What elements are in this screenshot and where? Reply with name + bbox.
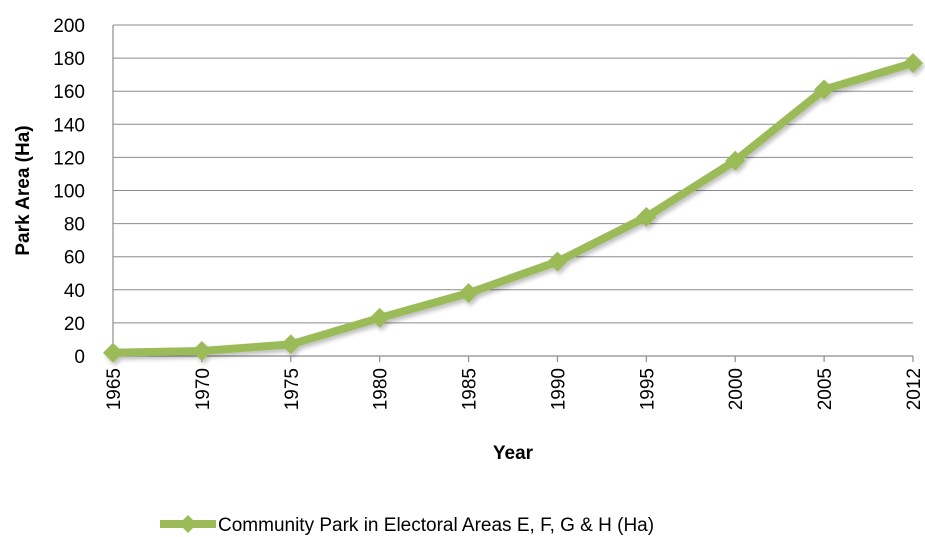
y-tick-label: 80: [64, 215, 85, 236]
x-axis-title: Year: [493, 443, 534, 464]
y-tick-label: 200: [53, 16, 85, 37]
y-tick-label: 100: [53, 182, 85, 203]
y-tick-label: 120: [53, 148, 85, 169]
data-point-marker: [280, 334, 301, 355]
y-tick-label: 180: [53, 49, 85, 70]
x-tick-label: 1995: [637, 368, 658, 410]
y-tick-label: 20: [64, 314, 85, 335]
x-tick-label: 1985: [460, 368, 481, 410]
y-tick-label: 60: [64, 248, 85, 269]
data-point-marker: [814, 79, 835, 100]
y-tick-label: 40: [64, 281, 85, 302]
axes: [112, 25, 914, 362]
x-tick-label: 1975: [282, 368, 303, 410]
y-tick-label: 140: [53, 115, 85, 136]
data-point-marker: [547, 251, 568, 272]
legend: Community Park in Electoral Areas E, F, …: [160, 515, 654, 536]
x-tick-label: 1990: [548, 368, 569, 410]
x-tick-label: 1965: [104, 368, 125, 410]
data-point-marker: [458, 283, 479, 304]
x-tick-label: 1980: [371, 368, 392, 410]
series-group: [103, 53, 923, 363]
y-tick-labels: 0 20 40 60 80 100 120 140 160 180 200: [53, 16, 85, 368]
x-tick-label: 2005: [815, 368, 836, 410]
x-tick-label: 1970: [193, 368, 214, 410]
y-tick-label: 0: [74, 347, 85, 368]
data-point-marker: [369, 307, 390, 328]
legend-series-label: Community Park in Electoral Areas E, F, …: [218, 515, 654, 536]
data-point-marker: [191, 341, 212, 362]
data-point-marker: [103, 342, 123, 363]
data-point-marker: [636, 206, 657, 227]
y-axis-title: Park Area (Ha): [13, 125, 34, 255]
x-tick-label: 2012: [904, 368, 925, 410]
series-line: [109, 59, 917, 357]
legend-series-marker: [179, 515, 197, 533]
data-point-marker: [903, 53, 923, 74]
data-point-marker: [725, 150, 746, 171]
x-tick-labels: 1965 1970 1975 1980 1985 1990 1995 2000 2005 2012: [104, 368, 925, 410]
gridlines: [113, 24, 913, 357]
y-tick-label: 160: [53, 82, 85, 103]
x-tick-label: 2000: [726, 368, 747, 410]
